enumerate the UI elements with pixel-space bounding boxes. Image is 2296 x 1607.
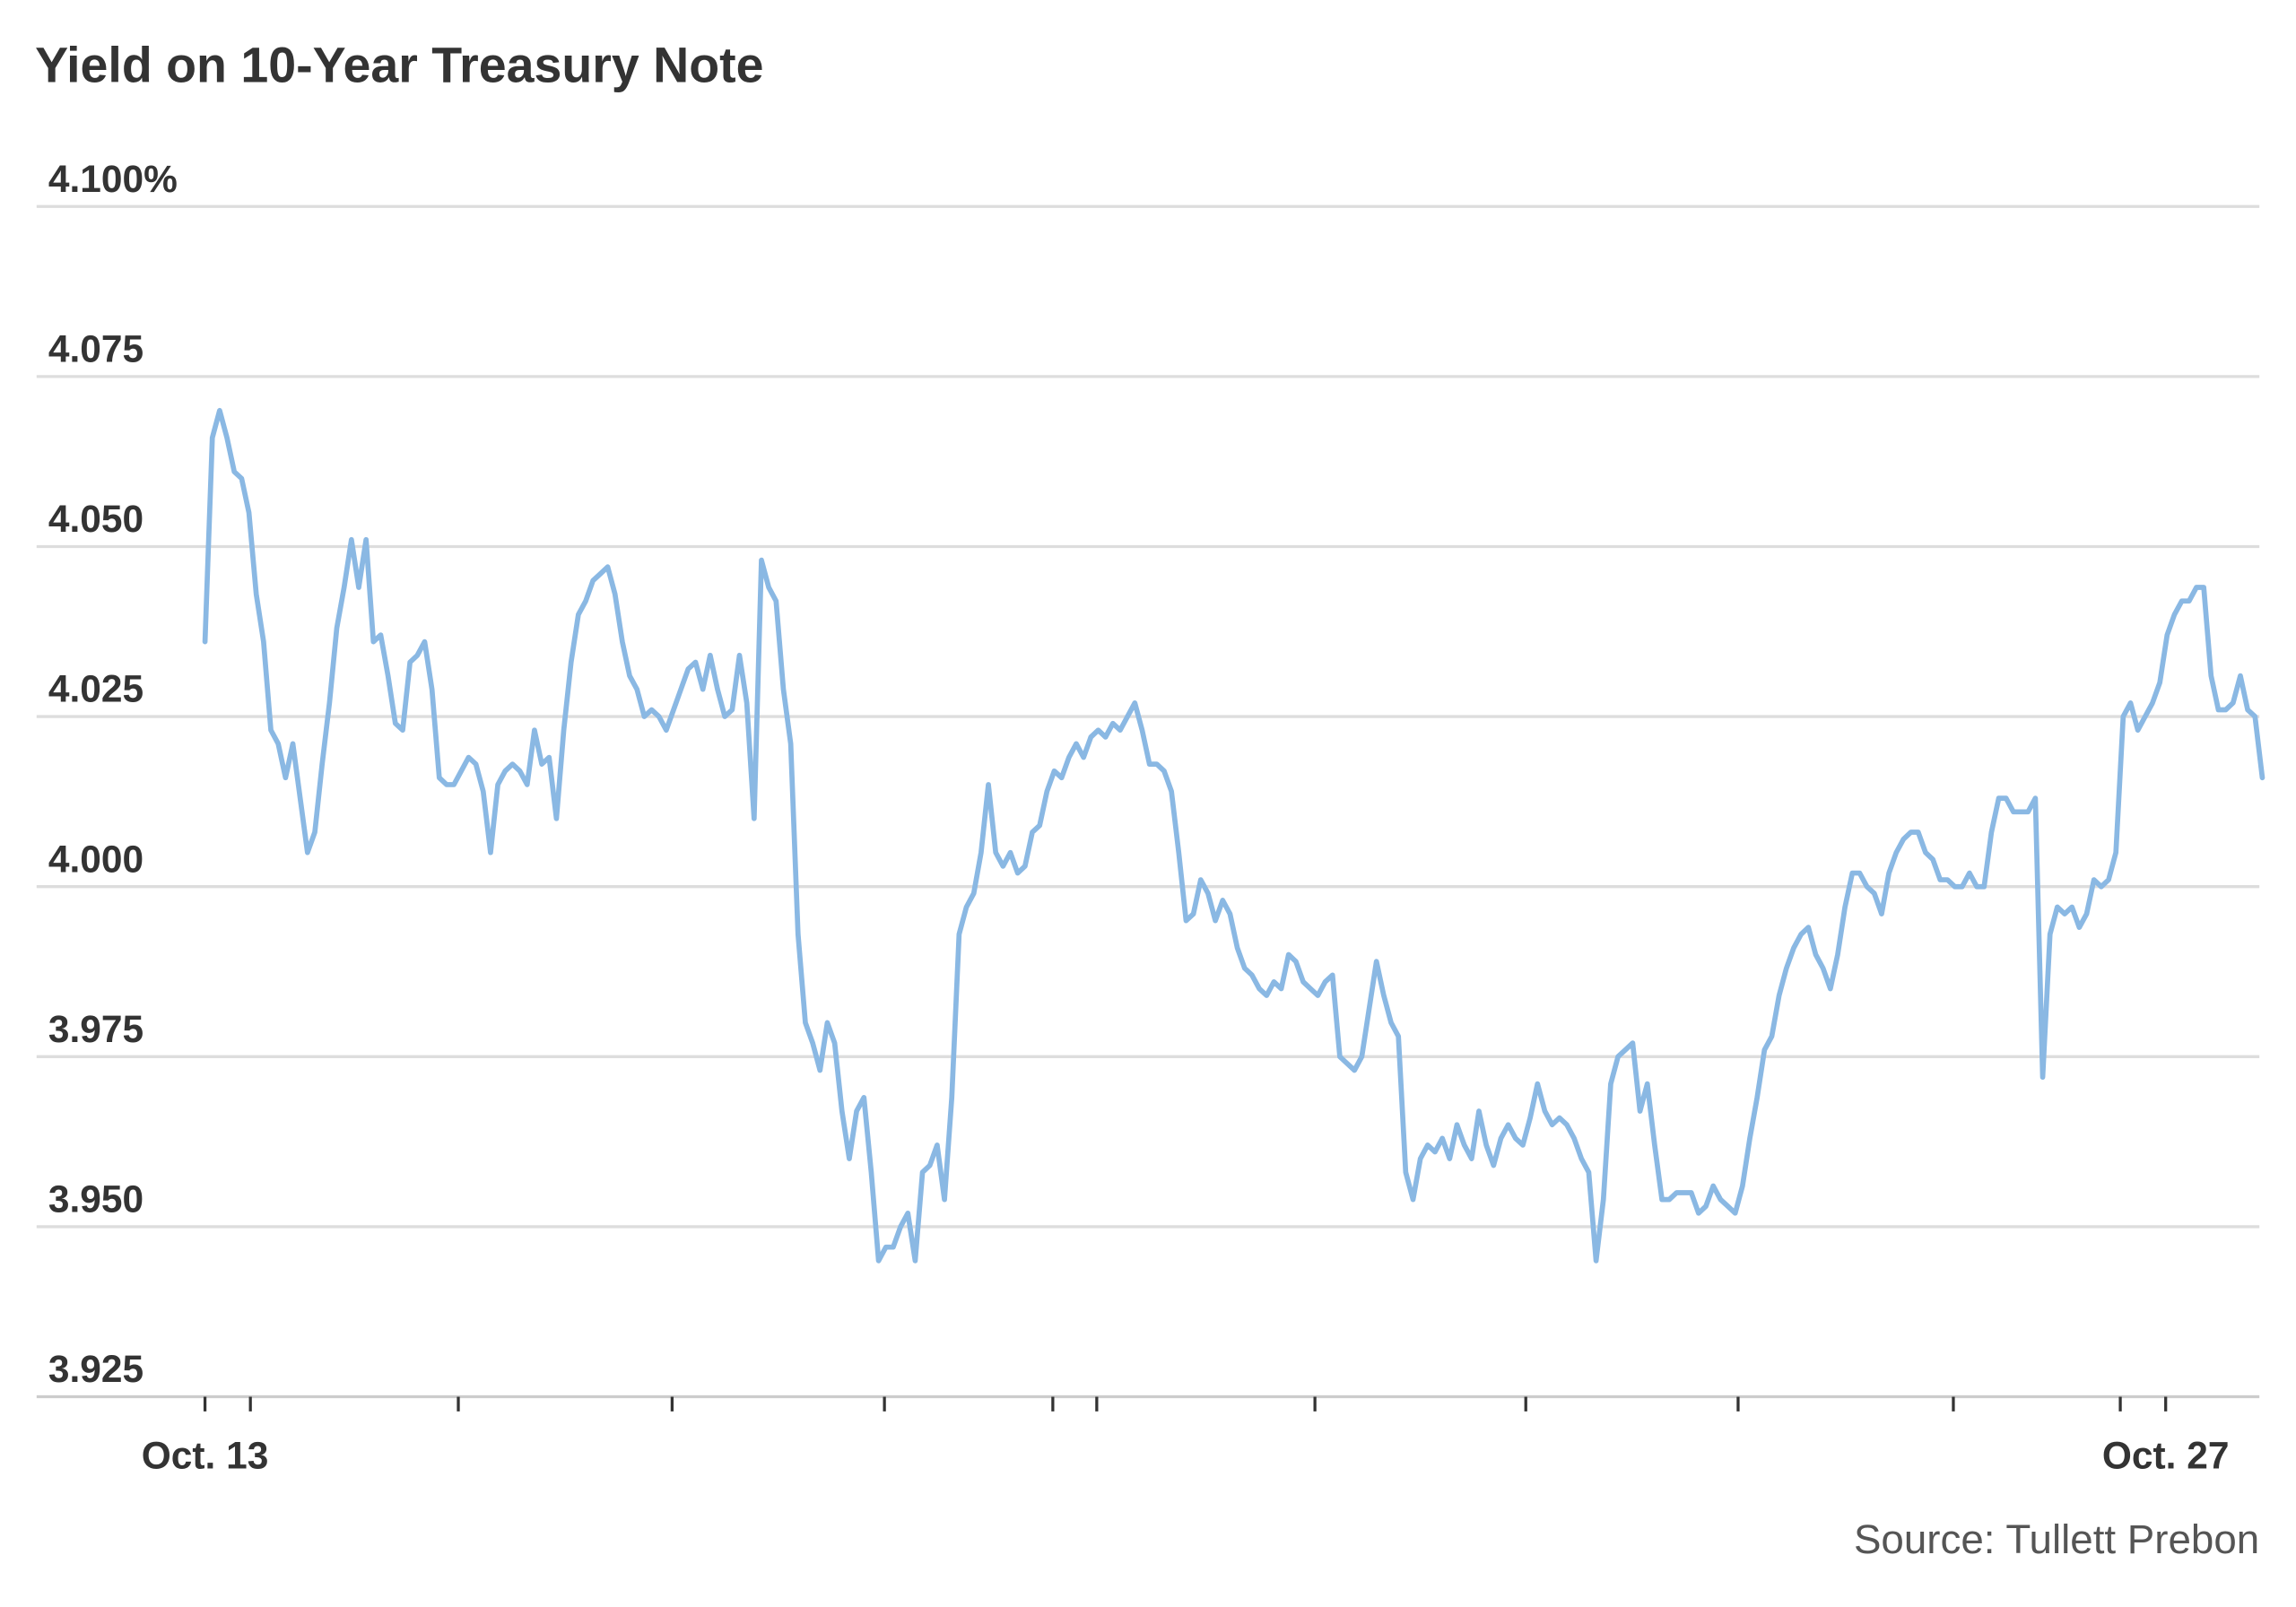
y-tick-label: 4.000 bbox=[48, 838, 144, 880]
chart-title: Yield on 10-Year Treasury Note bbox=[35, 37, 763, 92]
y-tick-label: 3.925 bbox=[48, 1348, 144, 1390]
gridlines bbox=[36, 204, 2260, 1229]
x-axis-ticks bbox=[203, 1396, 2168, 1412]
y-tick-label: 3.975 bbox=[48, 1008, 144, 1050]
y-tick-label: 4.100% bbox=[48, 158, 178, 200]
y-tick-label: 4.025 bbox=[48, 668, 144, 710]
source-note: Source: Tullett Prebon bbox=[1854, 1516, 2259, 1562]
y-tick-label: 4.050 bbox=[48, 498, 144, 540]
y-tick-label: 3.950 bbox=[48, 1178, 144, 1220]
y-axis-labels: 4.100% 4.075 4.050 4.025 4.000 3.975 3.950 3.92… bbox=[48, 158, 178, 1390]
y-tick-label: 4.075 bbox=[48, 327, 144, 369]
x-tick-label: Oct. 13 bbox=[142, 1435, 269, 1477]
x-tick-label: Oct. 27 bbox=[2102, 1435, 2230, 1477]
series-line bbox=[202, 407, 2266, 1264]
